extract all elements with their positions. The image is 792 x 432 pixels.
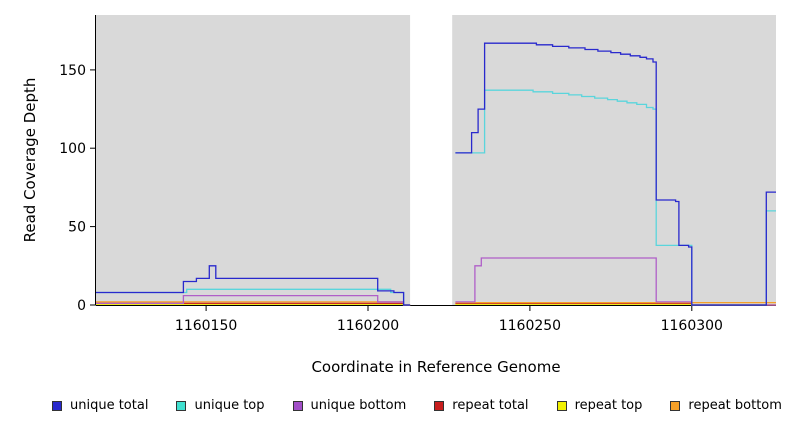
legend-item-unique-bottom: unique bottom [292,398,407,413]
legend-swatch-unique-top [176,400,187,411]
x-tick-label: 1160200 [337,318,399,334]
x-tick-label: 1160150 [175,318,237,334]
legend-swatch-repeat-bottom [670,400,681,411]
x-tick-label: 1160300 [661,318,723,334]
legend-item-repeat-total: repeat total [434,398,529,413]
plot-background-band [96,15,411,305]
legend-swatch-repeat-top [556,400,567,411]
y-tick-label: 150 [59,63,86,79]
legend-swatch-unique-bottom [292,400,303,411]
chart-canvas: 1160150 1160200 1160250 1160300 0 50 100 150 [59,15,776,334]
legend: unique total unique top unique bottom repea… [52,398,782,413]
legend-label-repeat-top: repeat top [574,398,643,413]
x-axis-title: Coordinate in Reference Genome [311,358,561,376]
legend-item-unique-top: unique top [176,398,265,413]
legend-label-unique-total: unique total [70,398,149,413]
legend-label-unique-bottom: unique bottom [310,398,407,413]
legend-label-repeat-bottom: repeat bottom [688,398,782,413]
legend-label-repeat-total: repeat total [452,398,529,413]
plot-background-band [452,15,776,305]
legend-swatch-repeat-total [434,400,445,411]
legend-item-unique-total: unique total [52,398,148,413]
legend-swatch-unique-total [52,400,62,411]
series-line-unique-total [96,42,776,306]
y-tick-label: 100 [59,141,86,157]
y-tick-label: 0 [77,298,86,314]
legend-item-repeat-bottom: repeat bottom [670,398,782,413]
x-tick-label: 1160250 [499,318,561,334]
legend-item-repeat-top: repeat top [556,398,643,413]
y-axis-title: Read Coverage Depth [21,77,39,243]
legend-label-unique-top: unique top [194,398,265,413]
y-tick-label: 50 [68,220,86,236]
